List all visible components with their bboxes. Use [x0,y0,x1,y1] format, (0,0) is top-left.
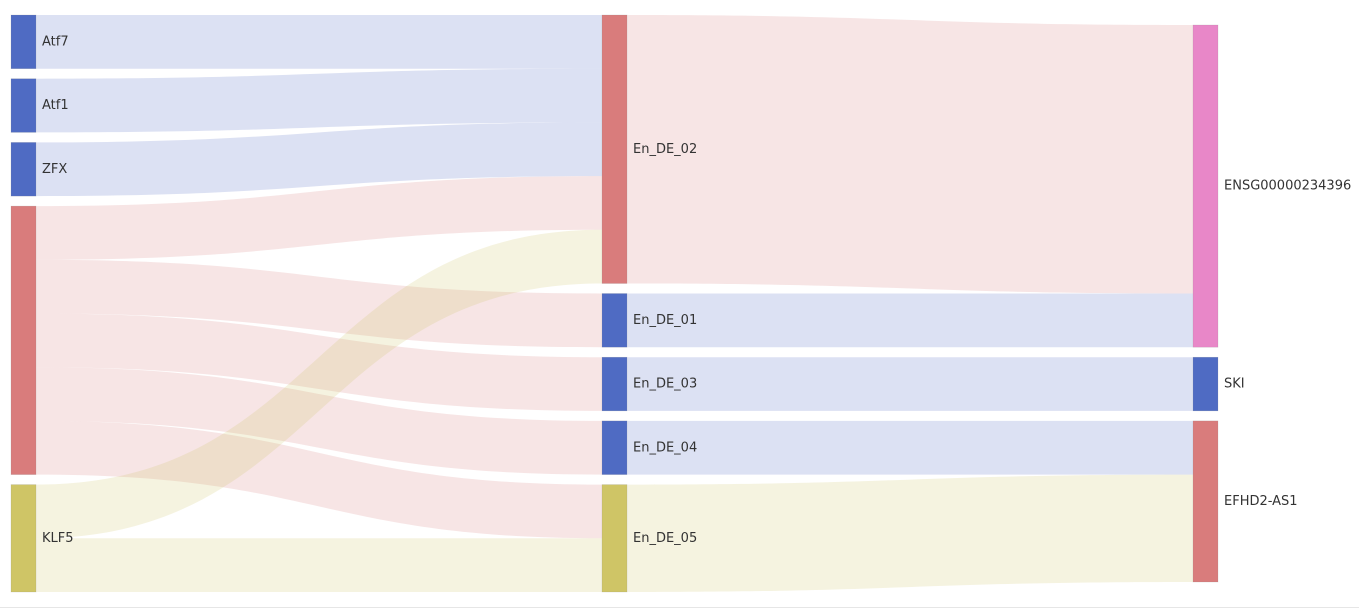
node-en_de_03[interactable] [601,356,628,412]
node-label-en_de_04: En_DE_04 [633,440,697,455]
link-source-to-En_DE_04[interactable] [36,367,602,475]
link-KLF5-to-En_DE_05[interactable] [36,538,602,592]
node-klf5[interactable] [10,484,37,593]
node-label-zfx: ZFX [42,162,67,177]
link-source-to-En_DE_05[interactable] [36,420,602,539]
link-KLF5-to-En_DE_02[interactable] [36,229,602,539]
bottom-divider [0,607,1359,608]
link-En_DE_04-to-EFHD2-AS1[interactable] [627,420,1193,475]
link-En_DE_05-to-EFHD2-AS1[interactable] [627,474,1193,592]
node-unlabeled-red[interactable] [10,205,37,475]
link-En_DE_01-to-ENSG00000234396[interactable] [627,293,1193,348]
sankey-labels: Atf7 Atf1 ZFX KLF5 En_DE_02 En_DE_01 En_DE_03 E… [42,34,1351,545]
node-en_de_01[interactable] [601,293,628,348]
link-source-to-En_DE_02[interactable] [36,176,602,260]
node-zfx[interactable] [10,142,37,197]
link-ZFX-to-En_DE_02[interactable] [36,122,602,197]
node-label-efhd2-as1: EFHD2-AS1 [1224,494,1298,509]
node-en_de_04[interactable] [601,420,628,475]
node-en_de_02[interactable] [601,14,628,284]
node-atf1[interactable] [10,78,37,133]
node-efhd2-as1[interactable] [1192,420,1219,583]
node-label-klf5: KLF5 [42,531,74,546]
sankey-links [36,15,1193,592]
node-label-en_de_01: En_DE_01 [633,313,697,328]
node-atf7[interactable] [10,14,37,69]
node-en_de_05[interactable] [601,484,628,593]
link-En_DE_02-to-ENSG00000234396[interactable] [627,15,1193,294]
sankey-nodes [10,14,1219,593]
link-Atf7-to-En_DE_02[interactable] [36,15,602,69]
node-ensg00000234396[interactable] [1192,24,1219,348]
node-label-ensg00000234396: ENSG00000234396 [1224,179,1351,194]
link-Atf1-to-En_DE_02[interactable] [36,68,602,133]
link-source-to-En_DE_01[interactable] [36,259,602,348]
node-label-en_de_05: En_DE_05 [633,531,697,546]
node-ski[interactable] [1192,356,1219,412]
node-label-ski: SKI [1224,377,1245,392]
link-En_DE_03-to-SKI[interactable] [627,357,1193,411]
node-label-en_de_03: En_DE_03 [633,377,697,392]
node-label-atf1: Atf1 [42,98,69,113]
link-source-to-En_DE_03[interactable] [36,313,602,411]
node-label-atf7: Atf7 [42,34,69,49]
node-label-en_de_02: En_DE_02 [633,142,697,157]
